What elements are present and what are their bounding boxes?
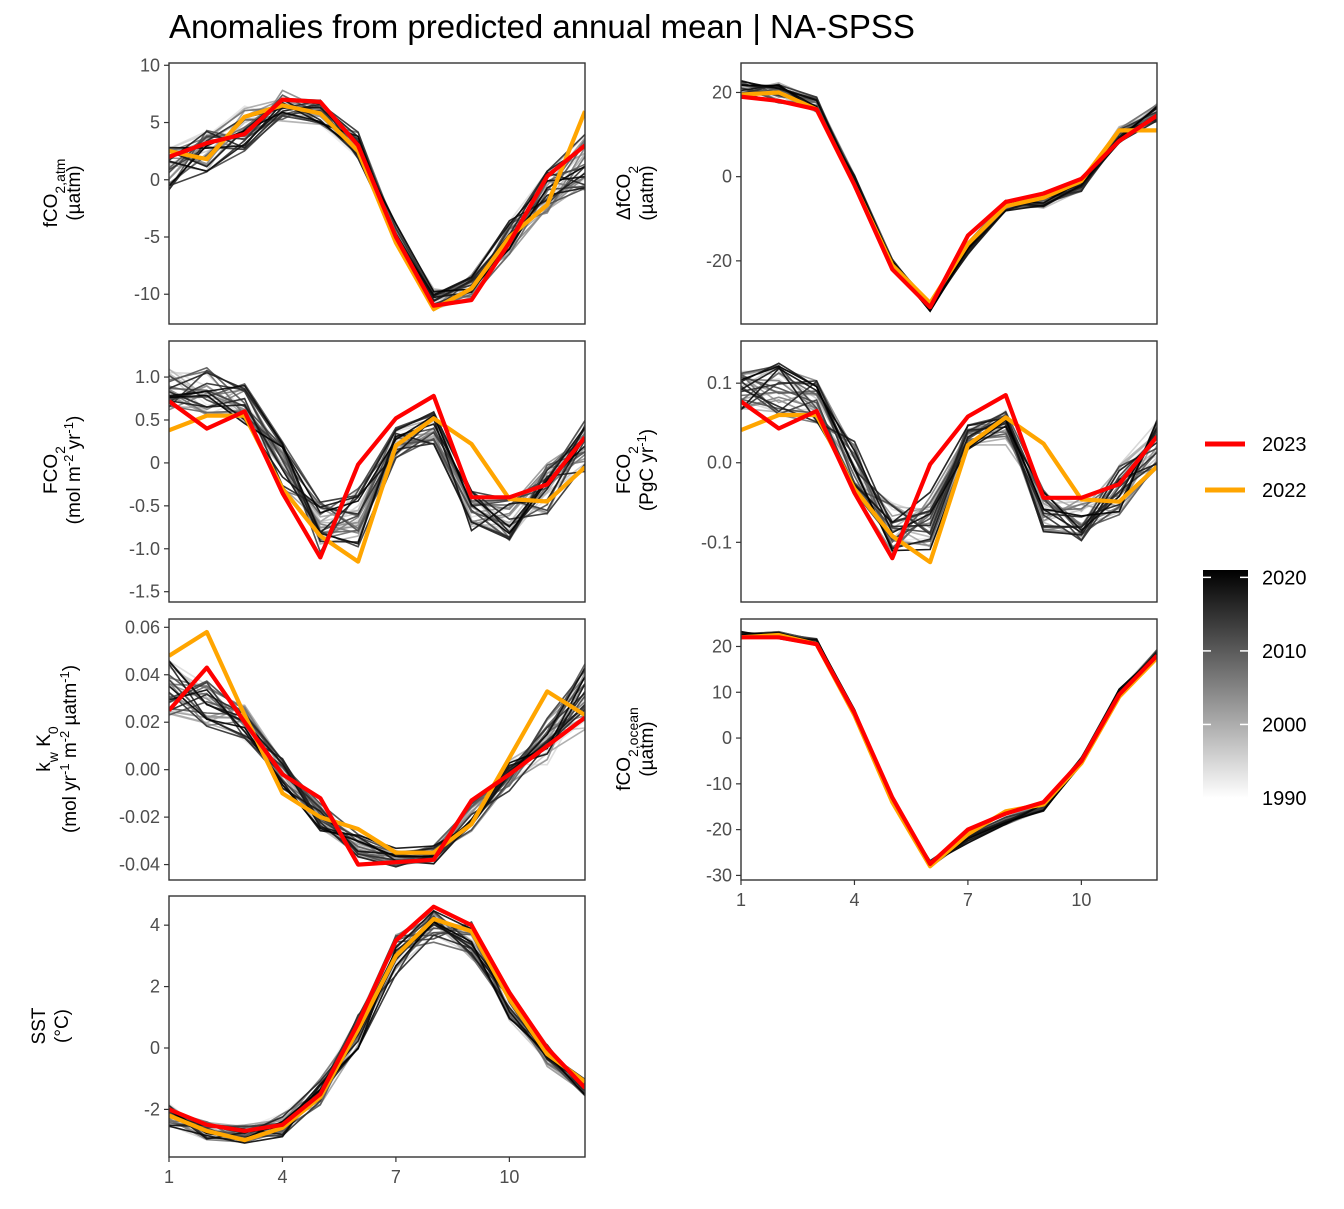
legend: 2023 2022 xyxy=(1205,434,1307,502)
legend-label-2022: 2022 xyxy=(1262,480,1307,502)
ylabel-fco2-atm-unit: (µatm) xyxy=(64,165,85,220)
x-tick-label: 7 xyxy=(963,890,973,910)
y-tick-label: 0 xyxy=(150,1038,160,1058)
legend-label-2023: 2023 xyxy=(1262,434,1307,456)
y-tick-label: -10 xyxy=(706,774,732,794)
series-line-year-2015 xyxy=(169,691,585,861)
x-tick-label: 10 xyxy=(1071,890,1091,910)
series-line-2023 xyxy=(169,97,585,308)
y-tick-label: 0 xyxy=(722,728,732,748)
series-line-year-2020 xyxy=(169,909,585,1144)
x-tick-label: 7 xyxy=(391,1167,401,1187)
series-line-2022 xyxy=(169,629,585,855)
y-tick-label: -20 xyxy=(706,820,732,840)
series-line-year-2009 xyxy=(169,927,585,1137)
panel-border xyxy=(168,62,586,325)
x-tick-label: 4 xyxy=(849,890,859,910)
series-line-year-2020 xyxy=(741,367,1157,534)
panel-fco2-atm: 10 5 0 -5 -10 xyxy=(134,55,586,325)
panel-border xyxy=(740,62,1158,325)
colorbar-gradient xyxy=(1203,570,1248,798)
panel-fco2-flux-pgc: 0.1 0.0 -0.1 xyxy=(701,340,1158,603)
y-tick-label: -0.5 xyxy=(129,496,160,516)
series-line-2023 xyxy=(741,635,1157,867)
y-tick-label: 20 xyxy=(712,82,732,102)
y-tick-label: 0.02 xyxy=(125,712,160,732)
panel-kwk0: 0.06 0.04 0.02 0.00 -0.02 -0.04 xyxy=(119,617,586,881)
colorbar-tick-label: 2000 xyxy=(1262,714,1307,736)
colorbar-tick-label: 1990 xyxy=(1262,788,1307,810)
panel-border xyxy=(168,895,586,1158)
series-line-year-2021 xyxy=(169,394,585,535)
y-tick-label: 10 xyxy=(140,55,160,75)
series-line-2023 xyxy=(741,94,1157,310)
y-tick-label: -0.1 xyxy=(701,532,732,552)
y-tick-label: -30 xyxy=(706,865,732,885)
panel-border xyxy=(168,340,586,603)
x-tick-label: 1 xyxy=(164,1167,174,1187)
panel-border xyxy=(168,618,586,881)
ylabel-dfco2-unit: (µatm) xyxy=(637,165,658,220)
panel-fco2-flux-mol: 1.0 0.5 0 -0.5 -1.0 -1.5 xyxy=(129,340,586,603)
series-line-2022 xyxy=(169,916,585,1143)
panel-fco2-ocean: 20 10 0 -10 -20 -301 4 7 10 xyxy=(706,618,1158,910)
series-line-year-2021 xyxy=(169,676,585,858)
panel-dfco2: 20 0 -20 xyxy=(706,62,1158,325)
chart-title: Anomalies from predicted annual mean | N… xyxy=(169,8,915,45)
y-tick-label: 20 xyxy=(712,636,732,656)
y-tick-label: 0 xyxy=(150,170,160,190)
y-tick-label: 5 xyxy=(150,113,160,133)
y-tick-label: -2 xyxy=(144,1099,160,1119)
year-colorbar: 2020 2010 2000 1990 xyxy=(1203,567,1307,810)
series-line-2023 xyxy=(741,393,1157,561)
y-tick-label: 0.0 xyxy=(707,453,732,473)
series-line-year-2020 xyxy=(169,384,585,545)
series-line-2023 xyxy=(169,393,585,560)
series-line-2023 xyxy=(169,665,585,867)
y-tick-label: 0.1 xyxy=(707,373,732,393)
y-tick-label: 0 xyxy=(722,167,732,187)
y-tick-label: -1.5 xyxy=(129,582,160,602)
y-tick-label: -0.04 xyxy=(119,855,160,875)
y-tick-label: 10 xyxy=(712,682,732,702)
ylabel-fco2-flux-pgc-unit: (PgC yr-1) xyxy=(634,429,659,511)
ylabel-sst: SST xyxy=(29,1007,50,1044)
x-tick-label: 1 xyxy=(736,890,746,910)
y-tick-label: -20 xyxy=(706,251,732,271)
y-tick-label: 2 xyxy=(150,977,160,997)
y-tick-label: -0.02 xyxy=(119,807,160,827)
ylabel-fco2-ocean-unit: (µatm) xyxy=(637,721,658,776)
y-tick-label: -5 xyxy=(144,227,160,247)
panel-sst: 4 2 0 -2 1 4 7 10 xyxy=(144,895,586,1187)
panel-border xyxy=(740,618,1158,881)
y-tick-label: 1.0 xyxy=(135,367,160,387)
ylabel-kwk0-unit: (mol yr-1 m-2 µatm-1) xyxy=(57,665,82,833)
y-tick-label: 0.00 xyxy=(125,760,160,780)
ylabel-sst-unit: (°C) xyxy=(52,1009,73,1043)
x-tick-label: 10 xyxy=(499,1167,519,1187)
y-tick-label: 0 xyxy=(150,453,160,473)
y-tick-label: -10 xyxy=(134,284,160,304)
y-tick-label: 0.5 xyxy=(135,410,160,430)
panel-border xyxy=(740,340,1158,603)
series-line-2023 xyxy=(169,904,585,1134)
colorbar-tick-label: 2020 xyxy=(1262,567,1307,589)
y-tick-label: 0.04 xyxy=(125,665,160,685)
y-tick-label: 4 xyxy=(150,915,160,935)
y-tick-label: 0.06 xyxy=(125,617,160,637)
plot-area xyxy=(741,619,1157,880)
y-tick-label: -1.0 xyxy=(129,539,160,559)
x-tick-label: 4 xyxy=(277,1167,287,1187)
colorbar-tick-label: 2010 xyxy=(1262,641,1307,663)
ylabel-fco2-flux-mol-unit: (mol m-2 yr-1) xyxy=(61,416,86,525)
